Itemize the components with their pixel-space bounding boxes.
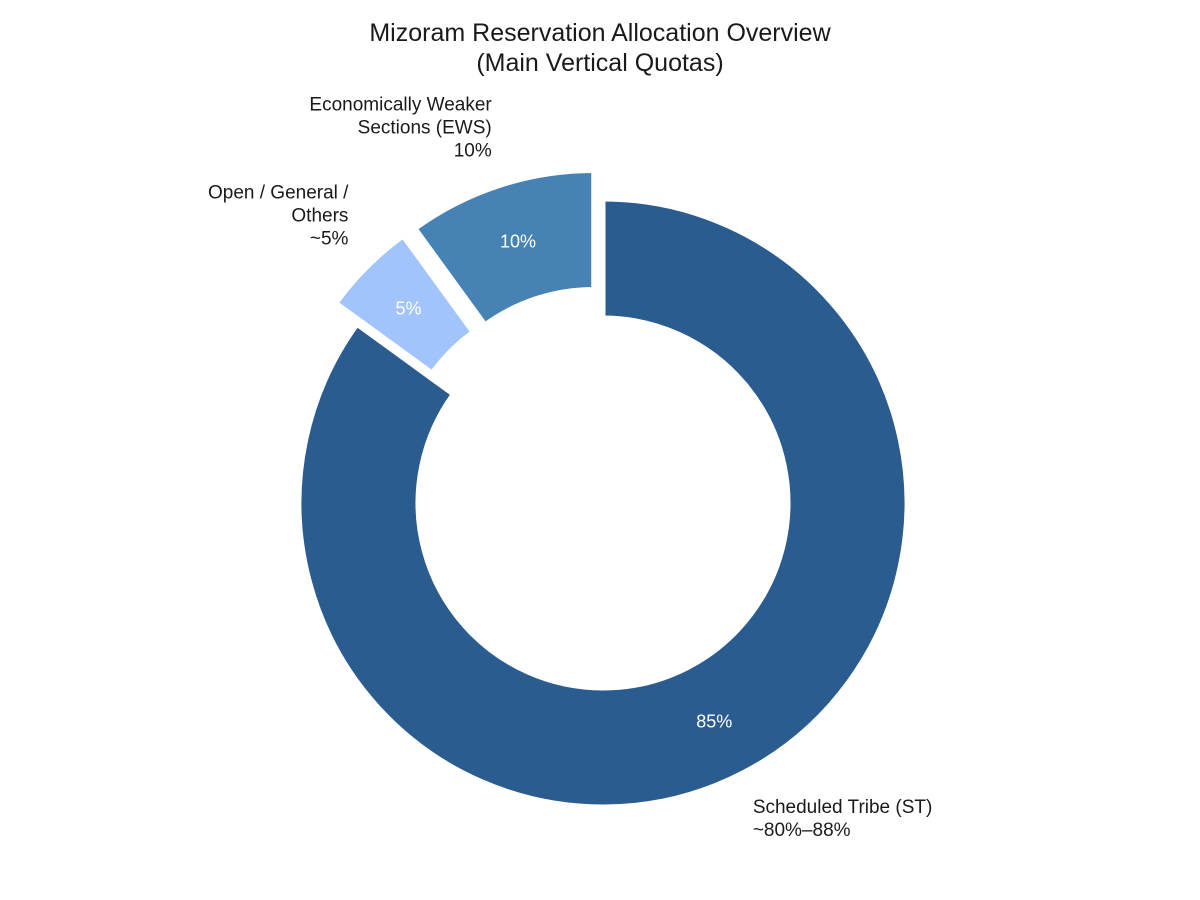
slices-layer [296,167,910,810]
slice-category-label-line: Open / General / [208,182,349,203]
slice-value-label: 10% [500,231,536,251]
slice-category-label: Economically Weaker Sections (EWS) 10% [309,95,492,162]
donut-slice [332,232,477,377]
slice-category-label-line: ~80%–88% [753,820,851,841]
slice-category-label-line: Sections (EWS) [358,118,492,139]
slice-category-label-line: Scheduled Tribe (ST) [753,797,933,818]
slice-category-label-line: Economically Weaker [309,95,492,116]
inner-labels-layer: 85% 5% 10% [396,231,733,731]
slice-value-label: 5% [396,299,422,319]
slice-category-label-line: 10% [454,141,492,162]
slice-category-label-line: ~5% [310,228,349,249]
chart-subtitle: (Main Vertical Quotas) [476,49,723,77]
donut-slice [296,196,910,810]
outer-labels-layer: Scheduled Tribe (ST) ~80%–88% Open / Gener… [208,95,932,841]
slice-category-label: Scheduled Tribe (ST) ~80%–88% [753,797,933,841]
chart-title: Mizoram Reservation Allocation Overview [369,19,831,47]
slice-category-label: Open / General / Others ~5% [208,182,349,249]
slice-value-label: 85% [696,711,732,731]
donut-slice [411,167,597,329]
slice-category-label-line: Others [291,205,348,226]
